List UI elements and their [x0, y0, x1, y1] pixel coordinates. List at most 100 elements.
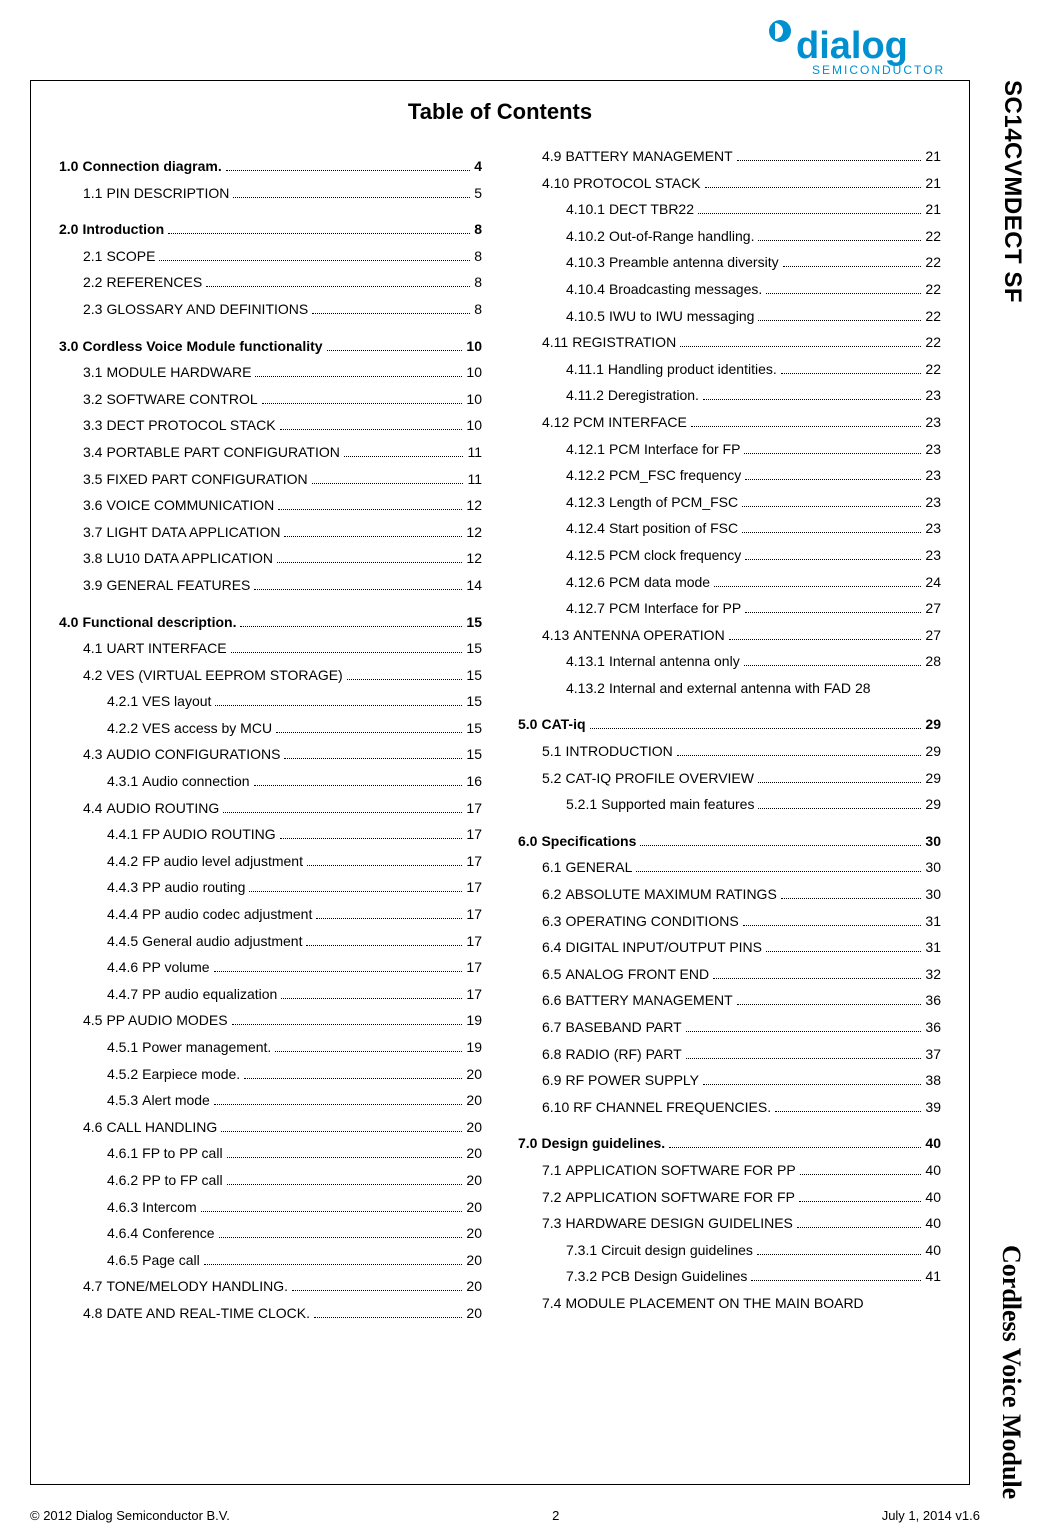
footer-right: July 1, 2014 v1.6: [882, 1508, 980, 1523]
brand-name: dialog: [796, 25, 908, 67]
toc-entry-page: 15: [466, 715, 482, 742]
toc-entry-label: CAT-iq: [541, 711, 585, 738]
toc-entry-label: SOFTWARE CONTROL: [106, 386, 257, 413]
toc-entry: 4.10 PROTOCOL STACK21: [518, 170, 941, 197]
toc-entry-page: 30: [925, 828, 941, 855]
toc-entry-label: LU10 DATA APPLICATION: [106, 545, 273, 572]
toc-entry-leader: [757, 1254, 922, 1255]
toc-entry: 7.3 HARDWARE DESIGN GUIDELINES40: [518, 1210, 941, 1237]
toc-entry-leader: [686, 1031, 922, 1032]
toc-entry-label: Cordless Voice Module functionality: [82, 333, 322, 360]
toc-entry-leader: [312, 313, 470, 314]
toc-entry-number: 4.10.2: [566, 223, 605, 250]
toc-entry-label: TONE/MELODY HANDLING.: [106, 1273, 288, 1300]
toc-entry-number: 4.12.5: [566, 542, 605, 569]
toc-entry-number: 4.13: [542, 622, 569, 649]
toc-entry-number: 4.4.5: [107, 928, 138, 955]
toc-entry: 6.10 RF CHANNEL FREQUENCIES.39: [518, 1094, 941, 1121]
toc-col-left: 1.0 Connection diagram.41.1 PIN DESCRIPT…: [59, 143, 482, 1327]
toc-entry-label: Circuit design guidelines: [601, 1237, 753, 1264]
toc-entry-page: 23: [925, 409, 941, 436]
toc-entry-page: 12: [466, 545, 482, 572]
toc-entry: 6.9 RF POWER SUPPLY38: [518, 1067, 941, 1094]
toc-entry-number: 4.3.1: [107, 768, 138, 795]
toc-entry-number: 6.3: [542, 908, 561, 935]
toc-entry-leader: [316, 918, 462, 919]
toc-entry-page: 14: [466, 572, 482, 599]
toc-entry: 4.4 AUDIO ROUTING17: [59, 795, 482, 822]
toc-entry-number: 1.0: [59, 153, 78, 180]
toc-entry-label: Page call: [142, 1247, 200, 1274]
toc-entry: 4.6.3 Intercom20: [59, 1194, 482, 1221]
toc-entry-leader: [204, 1264, 463, 1265]
toc-entry-label: FP audio level adjustment: [142, 848, 303, 875]
toc-entry-number: 6.8: [542, 1041, 561, 1068]
toc-entry-label: ABSOLUTE MAXIMUM RATINGS: [565, 881, 776, 908]
toc-entry-page: 29: [925, 738, 941, 765]
toc-entry-page: 27: [925, 595, 941, 622]
toc-entry-leader: [284, 758, 462, 759]
toc-entry-page: 38: [925, 1067, 941, 1094]
toc-entry: 3.5 FIXED PART CONFIGURATION11: [59, 466, 482, 493]
toc-entry: 6.8 RADIO (RF) PART 37: [518, 1041, 941, 1068]
footer-center: 2: [552, 1508, 559, 1523]
toc-entry-page: 10: [466, 412, 482, 439]
toc-entry: 4.12.7 PCM Interface for PP27: [518, 595, 941, 622]
toc-entry-page: 23: [925, 489, 941, 516]
toc-entry-leader: [677, 755, 922, 756]
toc-entry-number: 4.7: [83, 1273, 102, 1300]
toc-entry: 4.10.3 Preamble antenna diversity22: [518, 249, 941, 276]
toc-entry-page: 17: [466, 981, 482, 1008]
toc-entry-page: 29: [925, 791, 941, 818]
toc-entry-number: 3.0: [59, 333, 78, 360]
toc-entry-leader: [743, 925, 922, 926]
dialog-logo-svg: dialog SEMICONDUCTOR: [742, 18, 972, 80]
toc-entry-number: 4.11.1: [566, 356, 604, 383]
toc-entry-leader: [705, 187, 922, 188]
toc-entry-leader: [766, 951, 921, 952]
toc-entry-leader: [223, 812, 462, 813]
toc-entry-leader: [781, 373, 922, 374]
toc-entry-label: RADIO (RF) PART: [565, 1041, 681, 1068]
toc-entry-number: 7.3.2: [566, 1263, 597, 1290]
toc-entry-leader: [797, 1227, 922, 1228]
toc-entry-page: 10: [466, 386, 482, 413]
toc-entry-leader: [255, 376, 462, 377]
toc-entry-page: 15: [466, 662, 482, 689]
toc-entry: 4.3.1 Audio connection16: [59, 768, 482, 795]
toc-entry: 5.1 INTRODUCTION29: [518, 738, 941, 765]
toc-entry-label: Design guidelines.: [541, 1130, 665, 1157]
toc-entry-page: 10: [466, 333, 482, 360]
toc-entry-leader: [280, 838, 463, 839]
page-footer: © 2012 Dialog Semiconductor B.V. 2 July …: [30, 1508, 980, 1523]
toc-entry-number: 6.10: [542, 1094, 569, 1121]
toc-entry-label: FP AUDIO ROUTING: [142, 821, 276, 848]
toc-entry-number: 4.10.1: [566, 196, 605, 223]
toc-entry-page: 22: [925, 356, 941, 383]
page: dialog SEMICONDUCTOR SC14CVMDECT SF Cord…: [0, 0, 1040, 1539]
toc-entry-leader: [281, 998, 462, 999]
toc-entry-leader: [280, 429, 463, 430]
toc-entry-page: 5: [474, 180, 482, 207]
toc-entry: 4.8 DATE AND REAL-TIME CLOCK.20: [59, 1300, 482, 1327]
toc-entry-label: OPERATING CONDITIONS: [565, 908, 738, 935]
toc-entry-number: 1.1: [83, 180, 102, 207]
toc-entry-page: 22: [925, 276, 941, 303]
toc-entry-number: 4.4.3: [107, 874, 138, 901]
toc-entry-number: 2.3: [83, 296, 102, 323]
toc-entry-page: 37: [925, 1041, 941, 1068]
toc-entry-number: 4.6: [83, 1114, 102, 1141]
toc-entry-leader: [775, 1111, 921, 1112]
toc-entry-page: 8: [474, 216, 482, 243]
toc-entry-leader: [327, 350, 463, 351]
toc-entry-page: 40: [925, 1210, 941, 1237]
toc-entry: 4.7 TONE/MELODY HANDLING.20: [59, 1273, 482, 1300]
toc-entry-leader: [231, 652, 463, 653]
toc-entry-leader: [206, 286, 470, 287]
toc-entry-number: 3.5: [83, 466, 102, 493]
toc-entry-leader: [347, 679, 463, 680]
toc-entry-page: 20: [466, 1247, 482, 1274]
toc-entry: 7.3.2 PCB Design Guidelines41: [518, 1263, 941, 1290]
toc-entry: 4.13.1 Internal antenna only28: [518, 648, 941, 675]
toc-entry-label: BATTERY MANAGEMENT: [565, 987, 732, 1014]
